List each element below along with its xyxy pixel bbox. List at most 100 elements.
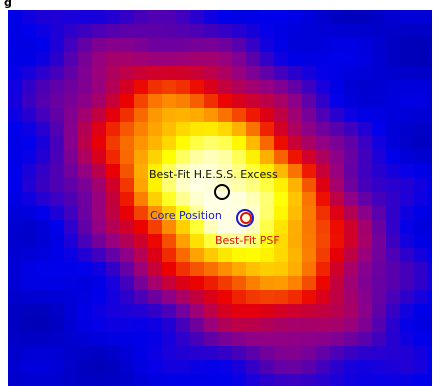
map-pixel — [50, 108, 64, 122]
map-pixel — [372, 52, 386, 66]
map-pixel — [148, 262, 162, 276]
map-pixel — [92, 304, 106, 318]
map-pixel — [414, 360, 428, 374]
map-pixel — [372, 360, 386, 374]
map-pixel — [120, 52, 134, 66]
map-pixel — [134, 10, 148, 24]
map-pixel — [36, 346, 50, 360]
map-pixel — [204, 66, 218, 80]
map-pixel — [176, 346, 190, 360]
map-pixel — [92, 80, 106, 94]
map-pixel — [386, 122, 400, 136]
map-pixel — [414, 304, 428, 318]
map-pixel — [120, 234, 134, 248]
map-pixel — [64, 94, 78, 108]
map-pixel — [330, 276, 344, 290]
map-pixel — [316, 66, 330, 80]
map-pixel — [92, 192, 106, 206]
map-pixel — [330, 220, 344, 234]
map-pixel — [106, 136, 120, 150]
map-pixel — [400, 332, 414, 346]
map-pixel — [344, 220, 358, 234]
map-pixel — [120, 24, 134, 38]
map-pixel — [414, 248, 428, 262]
map-pixel — [64, 332, 78, 346]
map-pixel — [190, 122, 204, 136]
map-pixel — [372, 178, 386, 192]
map-pixel — [218, 304, 232, 318]
map-pixel — [120, 10, 134, 24]
map-pixel — [400, 346, 414, 360]
map-pixel — [8, 276, 22, 290]
map-pixel — [106, 304, 120, 318]
map-pixel — [64, 346, 78, 360]
map-pixel — [232, 24, 246, 38]
map-pixel — [428, 80, 432, 94]
map-pixel — [428, 262, 432, 276]
map-pixel — [414, 38, 428, 52]
map-pixel — [288, 374, 302, 386]
map-pixel — [106, 332, 120, 346]
map-pixel — [36, 318, 50, 332]
map-pixel — [176, 234, 190, 248]
map-pixel — [148, 234, 162, 248]
map-pixel — [134, 24, 148, 38]
map-pixel — [78, 346, 92, 360]
map-pixel — [162, 10, 176, 24]
map-pixel — [414, 94, 428, 108]
map-pixel — [316, 122, 330, 136]
map-pixel — [358, 94, 372, 108]
map-pixel — [8, 192, 22, 206]
map-pixel — [78, 234, 92, 248]
map-pixel — [22, 164, 36, 178]
map-pixel — [64, 234, 78, 248]
map-pixel — [386, 94, 400, 108]
map-pixel — [78, 80, 92, 94]
map-pixel — [120, 164, 134, 178]
map-pixel — [36, 332, 50, 346]
map-pixel — [344, 318, 358, 332]
map-pixel — [50, 24, 64, 38]
map-pixel — [372, 290, 386, 304]
map-pixel — [358, 346, 372, 360]
map-pixel — [8, 248, 22, 262]
map-pixel — [358, 304, 372, 318]
map-pixel — [134, 178, 148, 192]
map-pixel — [148, 150, 162, 164]
map-pixel — [106, 318, 120, 332]
map-pixel — [22, 52, 36, 66]
map-pixel — [344, 178, 358, 192]
map-pixel — [176, 262, 190, 276]
map-pixel — [120, 332, 134, 346]
map-pixel — [400, 122, 414, 136]
map-pixel — [22, 206, 36, 220]
map-pixel — [78, 220, 92, 234]
map-pixel — [358, 10, 372, 24]
map-pixel — [64, 80, 78, 94]
map-pixel — [50, 150, 64, 164]
map-pixel — [414, 206, 428, 220]
map-pixel — [64, 318, 78, 332]
map-pixel — [176, 150, 190, 164]
map-pixel — [358, 220, 372, 234]
map-pixel — [92, 108, 106, 122]
map-pixel — [372, 122, 386, 136]
map-pixel — [386, 262, 400, 276]
map-pixel — [288, 192, 302, 206]
map-pixel — [428, 374, 432, 386]
map-pixel — [400, 360, 414, 374]
map-pixel — [246, 360, 260, 374]
map-pixel — [372, 150, 386, 164]
map-pixel — [78, 192, 92, 206]
map-pixel — [428, 178, 432, 192]
map-pixel — [316, 52, 330, 66]
map-pixel — [316, 234, 330, 248]
map-pixel — [22, 136, 36, 150]
map-pixel — [92, 150, 106, 164]
map-pixel — [218, 360, 232, 374]
map-pixel — [400, 10, 414, 24]
map-pixel — [22, 276, 36, 290]
map-pixel — [358, 206, 372, 220]
map-pixel — [428, 346, 432, 360]
map-pixel — [330, 94, 344, 108]
